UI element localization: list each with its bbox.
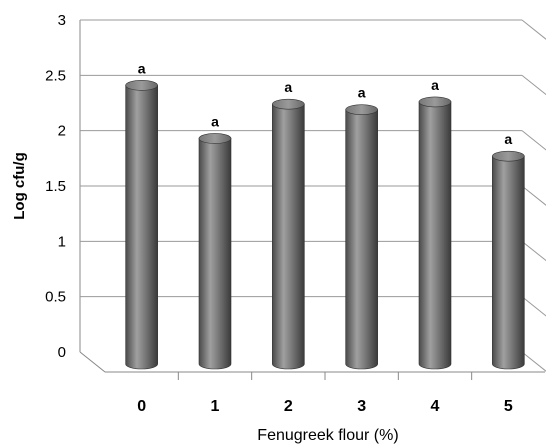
significance-letter: a: [358, 85, 366, 101]
y-tick-label: 1.5: [45, 178, 66, 195]
bar-body: [418, 101, 452, 370]
y-tick-label: 2: [58, 123, 66, 140]
x-tick-label: 0: [137, 398, 146, 415]
y-tick-label: 0: [58, 344, 66, 361]
bar: a: [125, 60, 158, 370]
gridline-side: [521, 240, 546, 262]
y-tick-label: 1: [58, 233, 66, 250]
bar-cap: [198, 133, 232, 144]
bar-body: [345, 109, 378, 370]
bar: a: [492, 131, 525, 370]
y-tick-label: 2.5: [45, 67, 66, 84]
gridline-side: [521, 296, 546, 317]
bar-body: [198, 138, 232, 370]
significance-letter: a: [431, 77, 439, 93]
bar-cap: [125, 80, 158, 91]
bar-body: [125, 85, 158, 370]
x-tick-label: 4: [431, 398, 440, 415]
bar: a: [198, 113, 232, 370]
x-axis-title: Fenugreek flour (%): [257, 427, 398, 444]
gridline-side: [521, 19, 546, 40]
significance-letter: a: [284, 79, 292, 95]
bar-cap: [272, 98, 305, 110]
bar-cap: [345, 104, 378, 115]
x-tick-label: 2: [284, 398, 293, 415]
bar-cap: [418, 96, 452, 108]
x-axis-ticks: 0 1 2 3 4 5: [137, 372, 513, 415]
bars: a a a a a a: [125, 60, 525, 370]
x-tick-label: 1: [211, 398, 220, 415]
y-tick-label: 0.5: [45, 289, 66, 306]
significance-letter: a: [504, 131, 512, 147]
y-axis-ticks: 0 0.5 1 1.5 2 2.5 3: [45, 12, 66, 361]
x-tick-label: 3: [357, 398, 366, 415]
bar: a: [418, 77, 452, 370]
bar-body: [492, 155, 525, 370]
gridline-side: [521, 130, 546, 151]
bar-body: [272, 103, 305, 370]
x-tick-label: 5: [504, 398, 513, 415]
significance-letter: a: [138, 60, 146, 76]
bar: a: [345, 85, 378, 370]
floor-left-edge: [79, 351, 106, 373]
gridline-side: [521, 74, 546, 96]
significance-letter: a: [211, 113, 219, 129]
gridline-side: [521, 351, 546, 372]
bar: a: [272, 79, 305, 370]
bar-cap: [492, 150, 525, 162]
y-tick-label: 3: [58, 12, 66, 29]
gridline-side: [521, 185, 546, 206]
y-axis-title: Log cfu/g: [11, 152, 28, 220]
